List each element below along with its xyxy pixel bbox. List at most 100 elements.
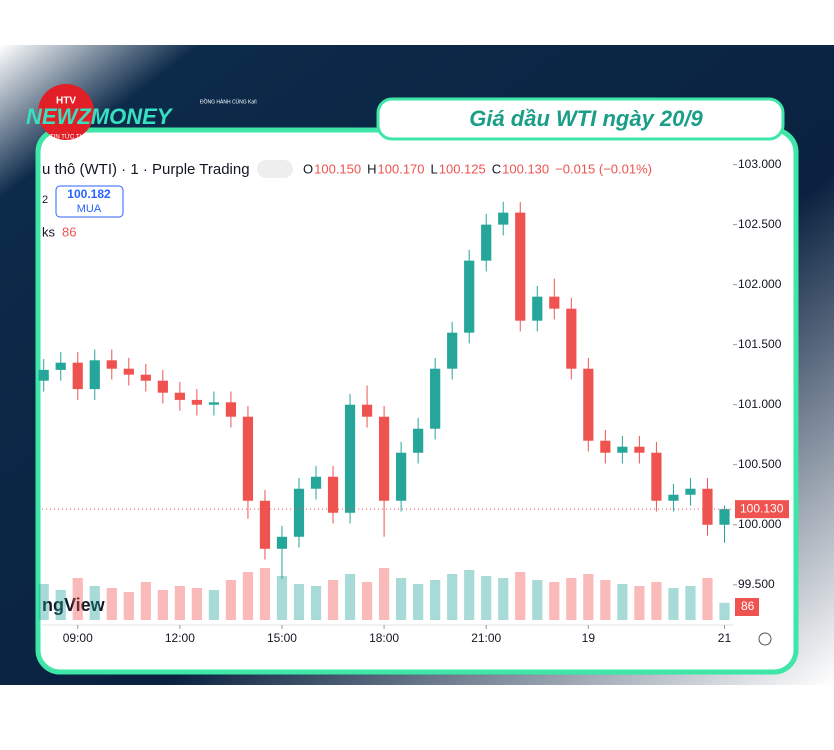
- logo-badge: [38, 84, 94, 140]
- legend-value: 100.150: [314, 161, 361, 176]
- candle-body: [378, 416, 390, 501]
- volume-key: ks: [42, 224, 56, 239]
- volume-bar: [106, 588, 117, 620]
- volume-bar: [225, 580, 237, 620]
- candle-body: [634, 446, 645, 453]
- candle-body: [106, 360, 117, 369]
- candle-body: [719, 509, 730, 525]
- y-tick-label: 99.500: [738, 577, 775, 591]
- candle-body: [310, 476, 322, 489]
- volume-bar: [310, 586, 322, 620]
- candle-body: [464, 260, 475, 333]
- volume-bar: [532, 580, 543, 620]
- candle-body: [651, 452, 662, 501]
- candle-body: [140, 374, 151, 381]
- legend-key: C: [492, 161, 501, 176]
- volume-bar: [208, 590, 220, 620]
- last-volume-label: 86: [741, 599, 755, 613]
- candle-body: [72, 362, 83, 390]
- y-tick-label: 101.000: [738, 397, 782, 411]
- toggle[interactable]: [257, 160, 293, 178]
- volume-bar: [344, 574, 356, 620]
- volume-bar: [242, 572, 254, 620]
- legend-key: L: [431, 161, 438, 176]
- title: Giá dầu WTI ngày 20/9: [469, 106, 703, 131]
- candle-body: [89, 360, 100, 390]
- x-tick-label: 12:00: [165, 631, 195, 645]
- candle-body: [413, 428, 424, 453]
- volume-bar: [566, 578, 577, 620]
- legend-value: 100.170: [378, 161, 425, 176]
- candle-body: [55, 362, 66, 370]
- volume-bar: [481, 576, 492, 620]
- volume-bar: [447, 574, 458, 620]
- volume-bar: [396, 578, 407, 620]
- candle-body: [191, 399, 202, 405]
- volume-bar: [549, 582, 560, 620]
- logo-tagline: TIN TỨC THẾ HỆ MỚI: [50, 133, 112, 141]
- candle-body: [276, 536, 288, 549]
- candle-body: [430, 368, 441, 429]
- y-tick-label: 100.000: [738, 517, 782, 531]
- volume-bar: [38, 584, 49, 620]
- candle-body: [668, 494, 679, 501]
- legend-change: −0.015 (−0.01%): [555, 161, 652, 176]
- logo-htv: HTV: [56, 96, 76, 107]
- last-price-box: [735, 500, 789, 519]
- y-tick-label: 103.000: [738, 157, 782, 171]
- volume-bar: [191, 588, 202, 620]
- candle-body: [702, 488, 713, 525]
- candle-body: [396, 452, 407, 501]
- settings-icon[interactable]: [758, 632, 772, 646]
- volume-bar: [515, 572, 526, 620]
- candle-body: [208, 402, 220, 405]
- candle-body: [481, 224, 492, 261]
- volume-bar: [157, 590, 168, 620]
- candle-body: [259, 500, 271, 549]
- buy-label: MUA: [77, 203, 102, 215]
- buy-button[interactable]: [55, 185, 124, 218]
- candle-body: [515, 212, 526, 321]
- candle-body: [361, 404, 373, 417]
- volume-bar: [719, 602, 730, 620]
- legend-value: 100.130: [502, 161, 549, 176]
- candle-body: [174, 392, 185, 400]
- legend-value: 100.125: [439, 161, 486, 176]
- x-tick-label: 09:00: [63, 631, 93, 645]
- volume-bar: [702, 578, 713, 620]
- candle-body: [566, 308, 577, 369]
- volume-bar: [583, 574, 594, 620]
- side-number: 2: [42, 194, 48, 206]
- chart: u thô (WTI) · 1 · Purple Trading 100.182…: [38, 157, 789, 646]
- candle-body: [600, 440, 611, 453]
- legend-key: O: [303, 161, 313, 176]
- x-tick-label: 21:00: [471, 631, 501, 645]
- candle-body: [344, 404, 356, 513]
- volume-value: 86: [62, 224, 76, 239]
- volume-bar: [498, 578, 509, 620]
- volume-bar: [140, 582, 151, 620]
- volume-bar: [55, 590, 66, 620]
- volume-bar: [668, 588, 679, 620]
- volume-bar: [293, 584, 305, 620]
- candle-body: [447, 332, 458, 369]
- candle-body: [225, 402, 237, 417]
- volume-bar: [327, 580, 339, 620]
- x-tick-label: 18:00: [369, 631, 399, 645]
- y-tick-label: 100.500: [738, 457, 782, 471]
- candle-body: [549, 296, 560, 309]
- symbol: u thô (WTI) · 1 · Purple Trading: [42, 161, 250, 178]
- volume-bar: [259, 568, 271, 620]
- volume-bar: [89, 586, 100, 620]
- volume-bar: [464, 570, 475, 620]
- candle-body: [617, 446, 628, 453]
- volume-bar: [276, 576, 288, 620]
- y-tick-label: 102.500: [738, 217, 782, 231]
- volume-bar: [72, 578, 83, 620]
- candle-body: [157, 380, 168, 393]
- volume-bar: [430, 580, 441, 620]
- volume-bar: [600, 580, 611, 620]
- legend-key: H: [367, 161, 376, 176]
- candle-body: [685, 488, 696, 495]
